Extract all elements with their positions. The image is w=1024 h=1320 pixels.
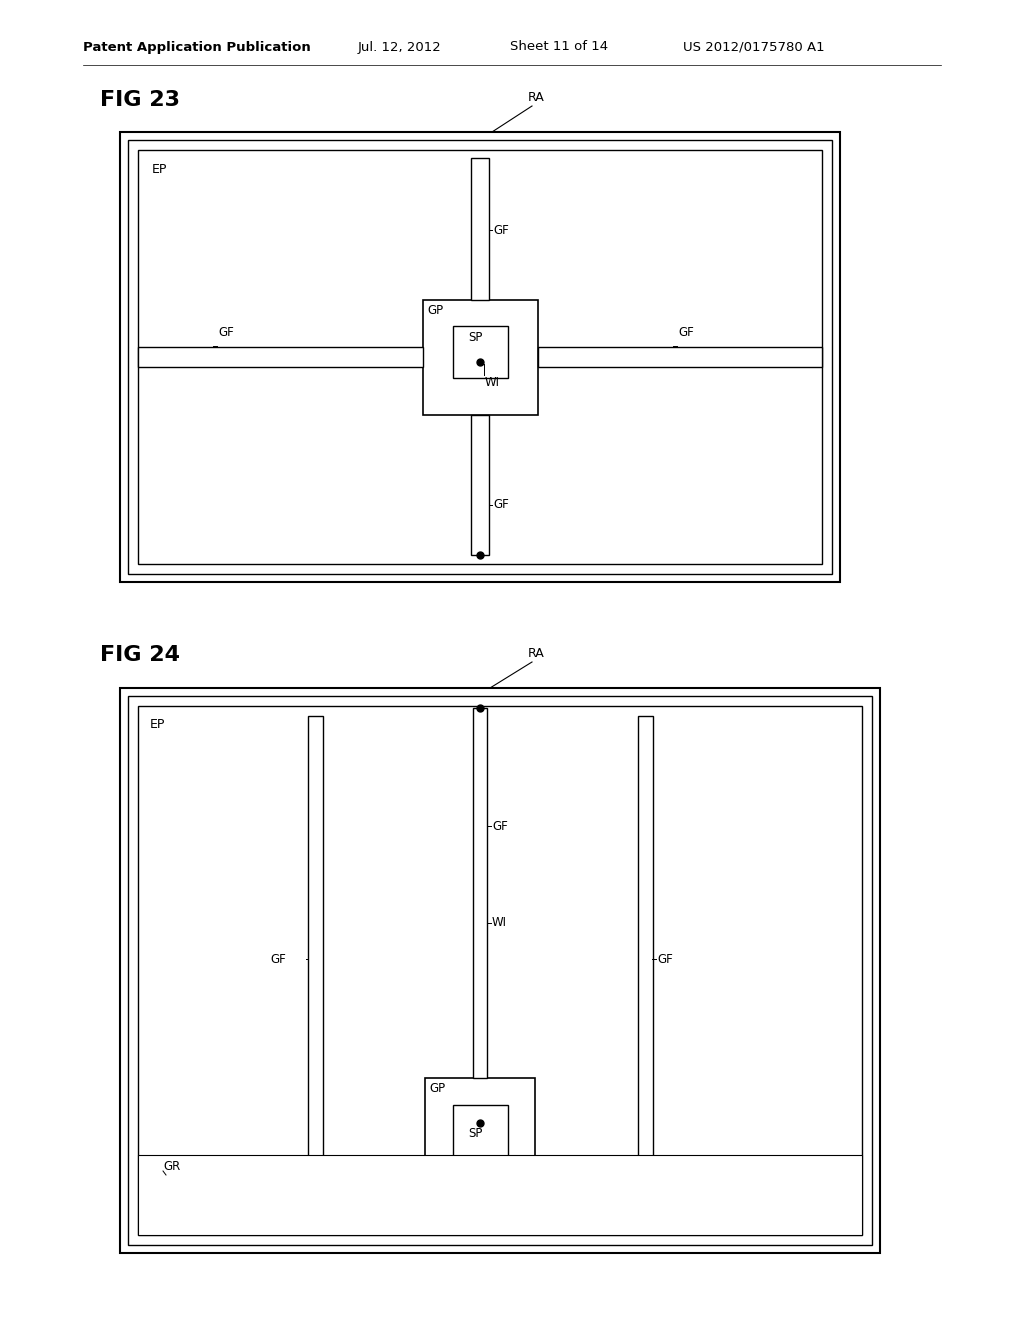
Text: WI: WI [492, 916, 507, 929]
Text: SP: SP [468, 331, 482, 345]
Bar [423, 300, 538, 414]
Bar [425, 1078, 535, 1173]
Bar [138, 150, 822, 564]
Text: EP: EP [152, 162, 167, 176]
Bar [138, 706, 862, 1236]
Bar [453, 326, 508, 378]
Bar [128, 140, 831, 574]
Bar [138, 347, 423, 367]
Text: SP: SP [468, 1127, 482, 1140]
Text: RA: RA [528, 647, 545, 660]
Text: US 2012/0175780 A1: US 2012/0175780 A1 [683, 41, 824, 54]
Text: Patent Application Publication: Patent Application Publication [83, 41, 310, 54]
Bar [473, 708, 487, 1078]
Text: GR: GR [163, 1160, 180, 1173]
Text: GF: GF [493, 223, 509, 236]
Bar [128, 696, 872, 1245]
Text: Sheet 11 of 14: Sheet 11 of 14 [510, 41, 608, 54]
Text: FIG 23: FIG 23 [100, 90, 180, 110]
Text: EP: EP [150, 718, 165, 731]
Text: Jul. 12, 2012: Jul. 12, 2012 [358, 41, 441, 54]
Text: GF: GF [270, 953, 286, 966]
Text: GF: GF [493, 499, 509, 511]
Text: FIG 24: FIG 24 [100, 645, 180, 665]
Text: WI: WI [485, 376, 500, 389]
Bar [471, 158, 489, 300]
Bar [138, 1155, 862, 1236]
Bar [453, 1105, 508, 1158]
Text: GP: GP [429, 1082, 445, 1096]
Text: GF: GF [492, 820, 508, 833]
Bar [471, 414, 489, 554]
Text: GP: GP [427, 304, 443, 317]
Bar [538, 347, 822, 367]
Bar [638, 715, 653, 1158]
Text: GF: GF [678, 326, 693, 339]
Bar [308, 715, 323, 1158]
Bar [120, 132, 840, 582]
Text: RA: RA [528, 91, 545, 104]
Text: GF: GF [218, 326, 233, 339]
Bar [120, 688, 880, 1253]
Text: GF: GF [657, 953, 673, 966]
